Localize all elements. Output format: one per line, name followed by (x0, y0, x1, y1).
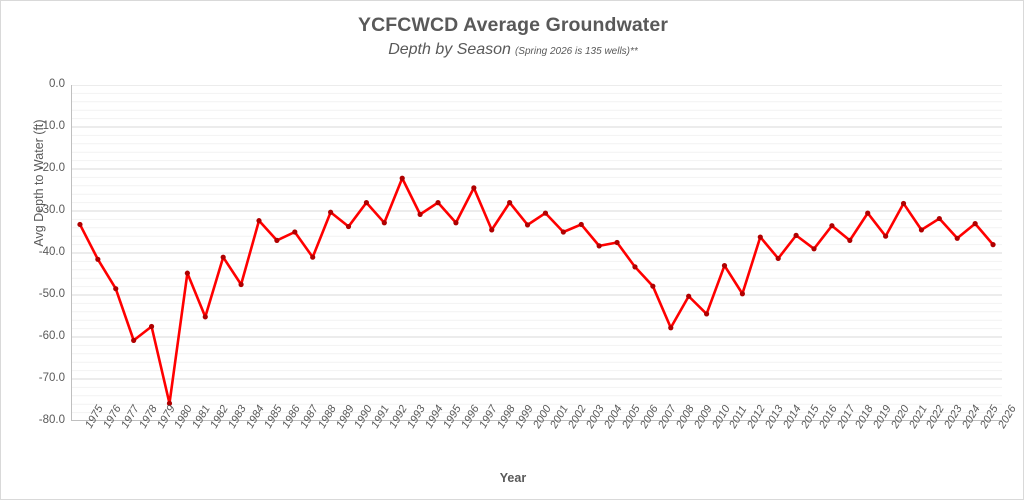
chart-title-block: YCFCWCD Average Groundwater Depth by Sea… (1, 13, 1024, 62)
y-axis-tick-labels: 0.0 -10.0 -20.0 -30.0 -40.0 -50.0 -60.0 -70.0 -8… (1, 1, 65, 501)
minor-gridlines (71, 92, 1002, 414)
y-tick-label: -10.0 (38, 120, 65, 132)
y-tick-label: -20.0 (38, 162, 65, 174)
y-tick-label: -80.0 (38, 414, 65, 426)
plot-area (71, 85, 1002, 421)
y-tick-label: -60.0 (38, 330, 65, 342)
groundwater-line-chart (71, 85, 1002, 421)
major-gridlines (71, 85, 1002, 421)
y-tick-label: -70.0 (38, 372, 65, 384)
y-tick-label: -50.0 (38, 288, 65, 300)
axis-lines (71, 85, 1002, 421)
chart-subtitle-line: Depth by Season (Spring 2026 is 135 wells… (1, 40, 1024, 62)
y-tick-label: -30.0 (38, 204, 65, 216)
y-tick-label: 0.0 (49, 78, 65, 90)
chart-subnote: (Spring 2026 is 135 wells)** (514, 46, 638, 57)
chart-subtitle: Depth by Season (388, 41, 511, 58)
y-tick-label: -40.0 (38, 246, 65, 258)
x-axis-tick-labels: 1975 1976 1977 1978 1979 1980 1981 1982 1983 1984… (71, 403, 1019, 469)
x-axis-title: Year (499, 471, 527, 485)
page-title: YCFCWCD Average Groundwater (357, 14, 669, 36)
data-series-line (78, 176, 995, 405)
data-series-markers (77, 175, 996, 406)
